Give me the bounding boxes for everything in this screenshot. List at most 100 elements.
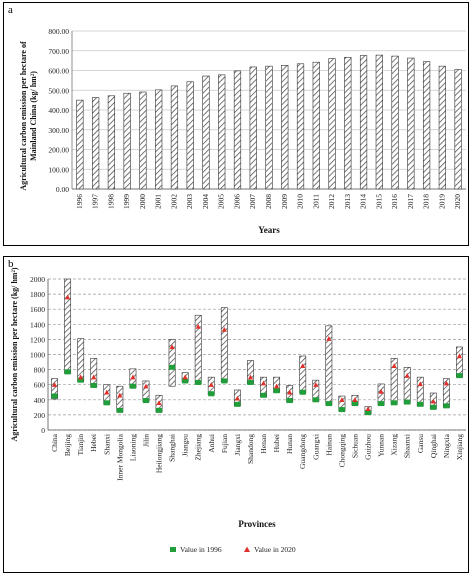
bar	[344, 56, 352, 190]
marker-1996	[103, 400, 110, 406]
marker-1996	[456, 373, 463, 379]
marker-2020	[104, 389, 110, 395]
marker-2020	[234, 395, 241, 401]
x-tick-label: Jilin	[141, 434, 150, 447]
y-tick-label: 800.00	[48, 27, 69, 36]
marker-1996	[182, 378, 189, 384]
x-tick-label: Henan	[259, 434, 268, 454]
x-tick-label: 2018	[422, 194, 431, 209]
range-bar	[403, 367, 411, 404]
x-tick-label: Liaoning	[128, 434, 137, 461]
panel-label-a: a	[8, 4, 13, 16]
marker-1996	[391, 400, 398, 406]
marker-2020	[130, 374, 136, 380]
x-tick-label: Yunnan	[377, 434, 386, 457]
x-axis-title: Provinces	[238, 519, 276, 529]
marker-2020	[64, 294, 71, 300]
x-tick-label: 2019	[437, 194, 446, 209]
panel-label-b: b	[8, 258, 14, 270]
x-tick-label: 2013	[343, 194, 352, 209]
marker-1996	[51, 393, 58, 399]
x-tick-label: Jiangsu	[181, 434, 190, 457]
bar	[265, 65, 273, 190]
bar	[233, 70, 242, 190]
x-tick-label: 2004	[201, 194, 210, 209]
x-tick-label: Hubei	[272, 434, 281, 452]
x-tick-label: 2020	[453, 194, 462, 209]
bar	[281, 65, 289, 190]
x-tick-label: 2016	[390, 194, 399, 209]
y-axis-title: Agricultural carbon emission per hectare…	[10, 267, 19, 441]
marker-2020	[182, 374, 188, 380]
y-tick-label: 1800	[30, 290, 45, 299]
x-tick-label: Shandong	[246, 434, 255, 464]
marker-2020	[391, 363, 397, 369]
bar	[454, 69, 462, 190]
x-tick-label: Sichuan	[350, 434, 359, 458]
x-tick-label: Heilongjiang	[155, 434, 164, 473]
bar	[107, 95, 116, 190]
marker-1996	[364, 410, 372, 416]
x-tick-label: 2012	[327, 194, 336, 209]
chart-b-svg: 0 200 400 600 800 1000 1200 1400 1600 1800 2000 Chi…	[10, 267, 466, 554]
marker-2020	[365, 406, 371, 412]
x-tick-label: Hainan	[324, 434, 333, 456]
marker-2020	[352, 397, 358, 402]
marker-2020	[221, 326, 227, 332]
x-tick-label: 2000	[138, 194, 147, 209]
chart-panel-b: b 0 200 400 600 800 1000 1200 1400 1600 1800 2000 C…	[3, 256, 469, 573]
marker-2020	[313, 382, 319, 387]
bar	[76, 99, 84, 190]
legend-label-2020: Value in 2020	[254, 545, 296, 554]
range-bar	[168, 339, 176, 387]
x-tick-label: Fujian	[220, 434, 229, 453]
bar	[375, 54, 383, 190]
y-axis-title-line: Mainland China (kg/ hm²)	[29, 71, 38, 161]
x-tick-label: 1997	[91, 194, 100, 209]
marker-2020	[326, 336, 332, 341]
marker-2020	[247, 374, 254, 380]
x-tick-label: 2001	[154, 194, 163, 209]
x-tick-label: Inner Mongolia	[115, 433, 124, 481]
range-bar	[456, 346, 463, 378]
x-tick-label: Gansu	[416, 434, 425, 453]
y-tick-label: 0.00	[56, 185, 69, 194]
x-tick-label: Zhejiang	[194, 434, 203, 461]
bar	[249, 66, 257, 190]
x-tick-label: Qinghai	[429, 434, 438, 458]
marker-1996	[286, 398, 293, 404]
x-tick-label: Beijing	[63, 434, 72, 456]
marker-2020	[339, 397, 345, 402]
marker-1996	[168, 364, 176, 370]
x-tick-label: 2006	[232, 194, 241, 209]
y-tick-label: 200.00	[48, 146, 69, 155]
bar	[92, 97, 100, 190]
x-tick-label: 1998	[106, 194, 115, 209]
x-tick-label: 1996	[75, 194, 84, 209]
marker-2020	[169, 344, 175, 350]
x-tick-label: Anhui	[207, 434, 216, 453]
marker-1996	[312, 397, 319, 403]
bar	[422, 61, 431, 190]
x-tick-label: China	[50, 433, 59, 452]
marker-1996	[247, 379, 254, 385]
marker-1996	[129, 383, 137, 389]
x-tick-label: Shanghai	[168, 434, 177, 462]
marker-1996	[351, 401, 359, 407]
chart-a-svg: 0.00 100.00 200.00 300.00 400.00 500.00 600.00…	[19, 27, 466, 235]
y-tick-label: 700.00	[48, 47, 69, 56]
marker-2020	[117, 392, 123, 398]
marker-2020	[273, 383, 280, 389]
marker-2020	[404, 373, 410, 378]
marker-1996	[195, 379, 202, 385]
x-tick-label: 2007	[248, 194, 257, 209]
x-axis-title: Years	[258, 225, 280, 235]
legend-swatch-2020	[244, 546, 250, 552]
marker-1996	[90, 382, 97, 388]
marker-2020	[378, 388, 384, 394]
bar	[391, 55, 399, 190]
marker-2020	[208, 382, 214, 387]
x-tick-label: 2011	[311, 194, 320, 209]
marker-2020	[91, 374, 97, 380]
marker-1996	[260, 392, 267, 398]
